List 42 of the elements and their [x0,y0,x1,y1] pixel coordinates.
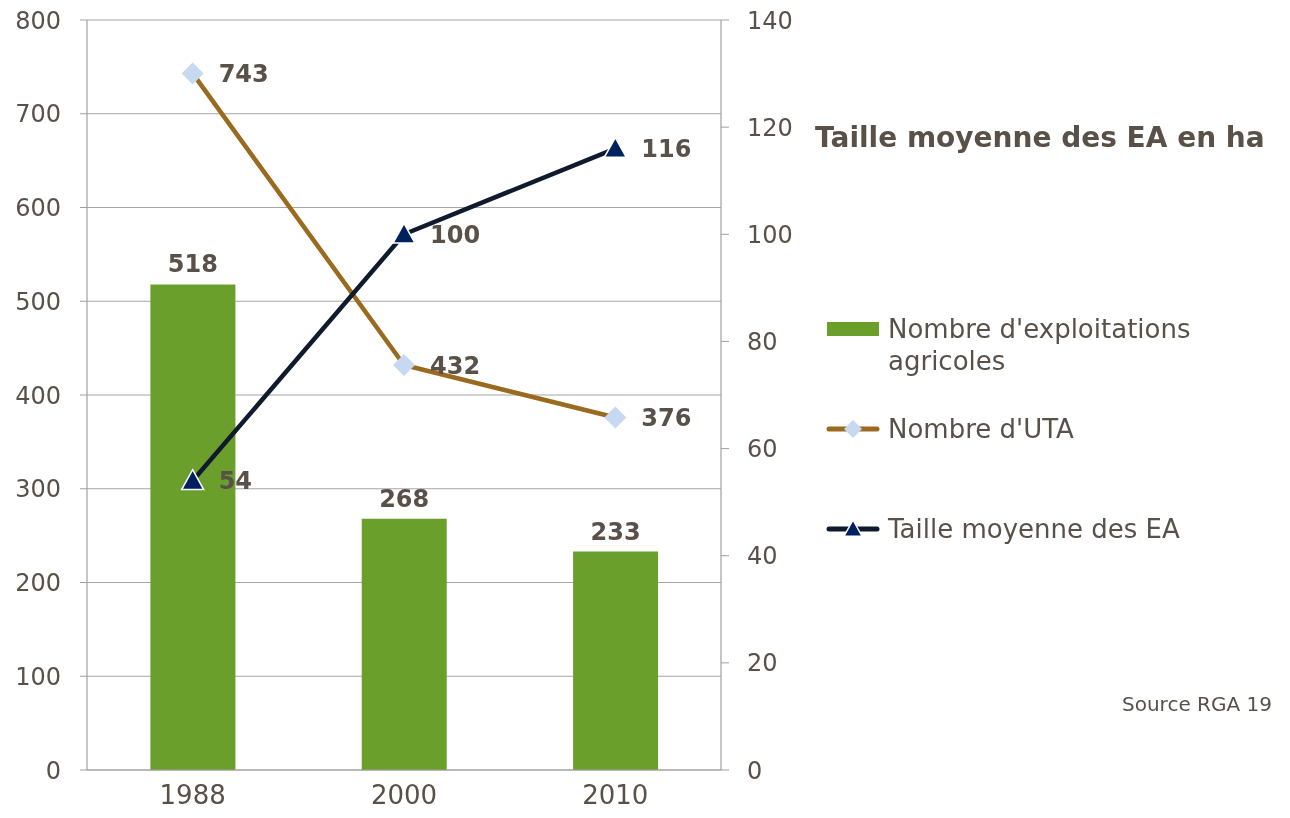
data-label: 518 [167,250,218,279]
x-tick-label: 2000 [370,780,438,811]
y2-axis-title: Taille moyenne des EA en ha [815,121,1265,154]
point [180,468,205,491]
y2-tick-label: 80 [747,327,778,356]
y2-tick-label: 40 [747,542,778,571]
y2-tick-label: 140 [747,6,793,35]
data-label: 233 [590,517,641,546]
data-label: 54 [218,467,253,496]
legend-label: Nombre d'UTA [888,413,1075,445]
y-tick-label: 600 [15,194,61,223]
point [392,222,416,244]
y2-tick-label: 100 [747,220,793,249]
point [603,136,628,159]
y-tick-label: 200 [15,569,61,598]
bar [361,518,447,770]
y-tick-label: 400 [15,381,61,410]
y2-tick-label: 60 [747,435,778,464]
source-note: Source RGA 19 [1122,692,1272,716]
y-tick-label: 500 [15,287,61,316]
y2-tick-label: 0 [747,756,763,785]
y-tick-label: 100 [15,662,61,691]
bar [573,551,659,770]
data-label: 376 [641,404,692,433]
y2-tick-label: 120 [747,113,793,142]
y-tick-label: 0 [45,756,61,785]
legend-label: Taille moyenne des EA [888,513,1181,545]
data-label: 432 [430,351,481,380]
data-label: 743 [218,59,269,88]
legend-label: Nombre d'exploitations agricoles [888,313,1192,377]
data-label: 268 [379,484,430,513]
x-tick-label: 1988 [159,780,226,811]
point [604,406,627,429]
point [393,354,415,376]
y-tick-label: 300 [15,475,61,504]
y2-tick-label: 20 [747,649,778,678]
x-tick-label: 2010 [582,780,649,811]
y-tick-label: 800 [15,6,61,35]
data-label: 116 [641,135,692,164]
data-label: 100 [430,220,481,249]
point [181,62,204,85]
y-tick-label: 700 [15,100,61,129]
